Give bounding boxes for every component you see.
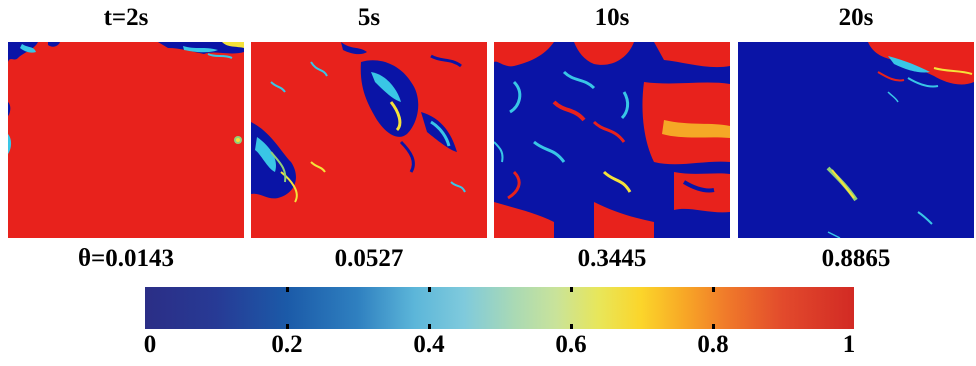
field-panel-t2 — [8, 42, 244, 238]
colorbar-label-0.8: 0.8 — [697, 331, 729, 358]
time-label-t2: t=2s — [103, 4, 149, 31]
field-image-t5 — [251, 42, 487, 238]
time-label-t20: 20s — [838, 4, 874, 31]
theta-label-t10: 0.3445 — [577, 245, 647, 272]
colorbar-tick-0.8 — [712, 287, 715, 292]
colorbar-label-0.6: 0.6 — [555, 331, 587, 358]
colorbar — [145, 287, 854, 329]
colorbar-label-1: 1 — [842, 331, 856, 358]
colorbar-tick-0.2 — [286, 287, 289, 292]
field-image-t20 — [738, 42, 974, 238]
colorbar-tick-0.4 — [428, 287, 431, 292]
colorbar-label-0.4: 0.4 — [413, 331, 445, 358]
field-panel-t5 — [251, 42, 487, 238]
colorbar-tick-0.8-bottom — [712, 324, 715, 329]
field-image-t2 — [8, 42, 244, 238]
colorbar-label-0.2: 0.2 — [271, 331, 303, 358]
colorbar-tick-0.6 — [570, 287, 573, 292]
colorbar-tick-0.2-bottom — [286, 324, 289, 329]
theta-label-t5: 0.0527 — [334, 245, 404, 272]
field-panel-t20 — [738, 42, 974, 238]
time-label-t5: 5s — [357, 4, 381, 31]
colorbar-tick-0.6-bottom — [570, 324, 573, 329]
field-panel-t10 — [494, 42, 730, 238]
field-image-t10 — [494, 42, 730, 238]
theta-label-t20: 0.8865 — [821, 245, 891, 272]
colorbar-label-0: 0 — [143, 331, 157, 358]
time-label-t10: 10s — [594, 4, 630, 31]
theta-label-t2: θ=0.0143 — [77, 245, 175, 272]
colorbar-tick-0.4-bottom — [428, 324, 431, 329]
